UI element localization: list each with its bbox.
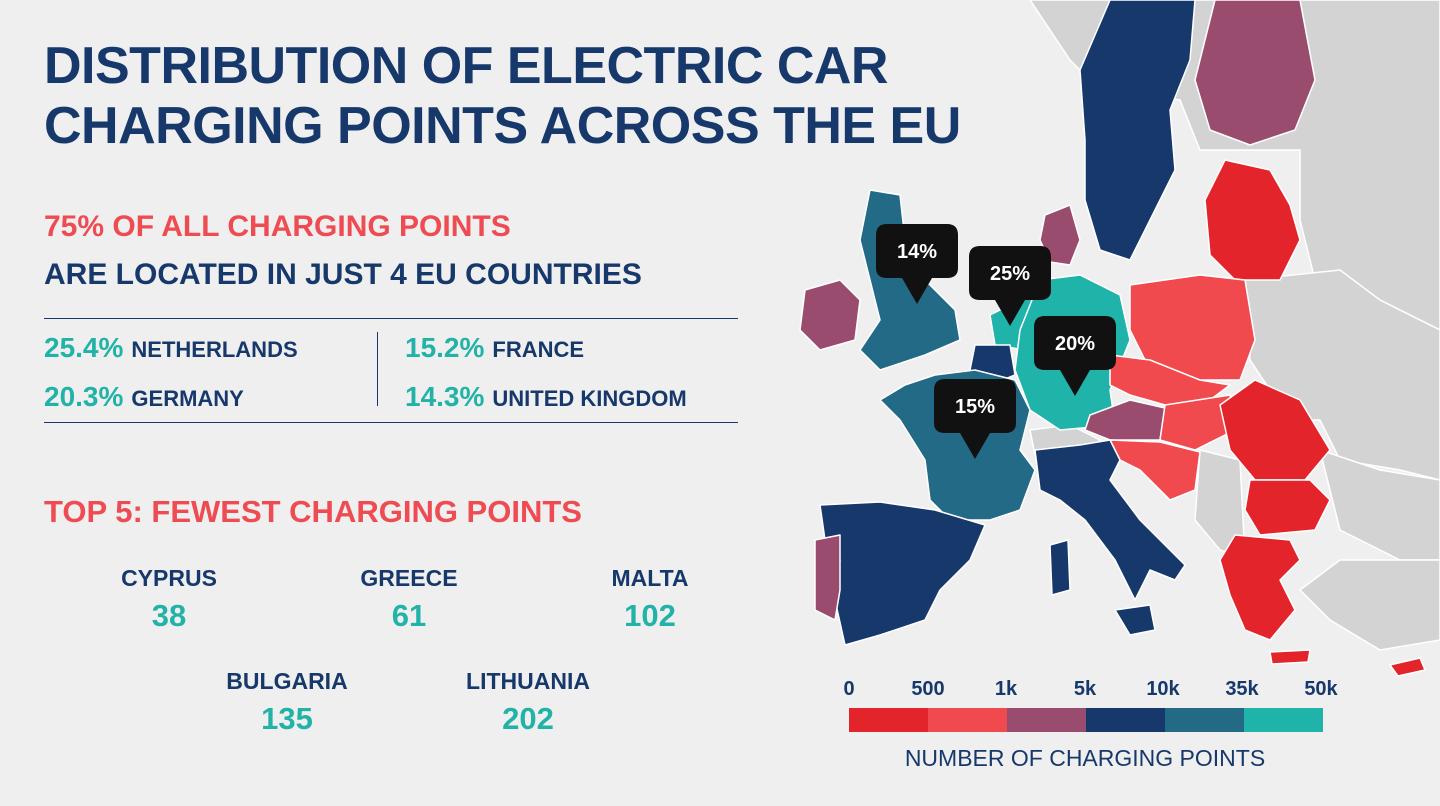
legend-swatch xyxy=(1007,708,1086,732)
fewest-item: BULGARIA 135 xyxy=(197,668,377,737)
share-percent: 20.3% xyxy=(44,381,124,412)
share-percent: 14.3% xyxy=(405,381,485,412)
title-line-2: CHARGING POINTS ACROSS THE EU xyxy=(44,97,961,155)
legend-caption: NUMBER OF CHARGING POINTS xyxy=(904,745,1266,771)
title-line-1: DISTRIBUTION OF ELECTRIC CAR xyxy=(44,37,888,95)
share-country: NETHERLANDS xyxy=(131,337,298,362)
share-percent: 15.2% xyxy=(405,332,485,363)
share-item: 14.3% UNITED KINGDOM xyxy=(405,381,687,413)
legend-swatch xyxy=(1244,708,1323,732)
map-region-denmark xyxy=(1039,204,1081,266)
callout-germany-label: 20% xyxy=(1055,333,1095,355)
divider-top xyxy=(44,318,738,319)
divider-vertical xyxy=(377,332,378,406)
fewest-country: LITHUANIA xyxy=(466,668,590,694)
map-region-crete xyxy=(1269,649,1311,665)
legend-swatch xyxy=(1086,708,1165,732)
legend-tick: 500 xyxy=(911,678,945,700)
europe-map xyxy=(799,0,1440,677)
map-region-baltics xyxy=(1204,159,1301,281)
map-region-italy xyxy=(1034,439,1186,601)
fewest-item: LITHUANIA 202 xyxy=(438,668,618,737)
map-region-greece xyxy=(1219,534,1301,641)
fewest-value: 61 xyxy=(391,598,427,633)
page-title: DISTRIBUTION OF ELECTRIC CAR CHARGING PO… xyxy=(44,36,961,156)
map-region-poland xyxy=(1129,274,1256,381)
legend-color-bar xyxy=(849,708,1323,732)
legend-tick: 35k xyxy=(1225,678,1259,700)
fewest-item: MALTA 102 xyxy=(560,565,740,634)
callout-germany-pin: 20% xyxy=(1034,316,1116,396)
legend-tick: 10k xyxy=(1146,678,1180,700)
fewest-value: 38 xyxy=(151,598,187,633)
map-region-hungary xyxy=(1159,394,1236,451)
share-country: GERMANY xyxy=(131,386,244,411)
map-region-bulgaria xyxy=(1244,479,1331,536)
fewest-country: MALTA xyxy=(611,565,689,591)
map-region-sweden xyxy=(1079,0,1196,261)
share-percent: 25.4% xyxy=(44,332,124,363)
share-country: FRANCE xyxy=(492,337,585,362)
fewest-country: BULGARIA xyxy=(226,668,348,694)
callout-france-pin: 15% xyxy=(934,379,1016,459)
fewest-value: 102 xyxy=(624,598,676,633)
map-region-finland xyxy=(1194,0,1316,146)
legend-swatch xyxy=(1165,708,1244,732)
legend-tick: 50k xyxy=(1304,678,1338,700)
callout-france-label: 15% xyxy=(955,396,995,418)
share-item: 25.4% NETHERLANDS xyxy=(44,332,298,364)
share-item: 15.2% FRANCE xyxy=(405,332,584,364)
map-region-croatia-slovenia xyxy=(1109,439,1201,501)
stat-subline: ARE LOCATED IN JUST 4 EU COUNTRIES xyxy=(44,258,642,291)
share-item: 20.3% GERMANY xyxy=(44,381,244,413)
map-region-cyprus xyxy=(1389,657,1426,677)
legend-tick: 0 xyxy=(843,678,855,700)
fewest-value: 202 xyxy=(502,701,554,736)
fewest-item: CYPRUS 38 xyxy=(79,565,259,634)
map-region-spain xyxy=(819,501,986,646)
callout-uk-pin: 14% xyxy=(876,224,958,304)
stat-headline: 75% OF ALL CHARGING POINTS xyxy=(44,210,511,243)
legend-tick: 5k xyxy=(1073,678,1097,700)
legend-tick: 1k xyxy=(994,678,1018,700)
fewest-item: GREECE 61 xyxy=(319,565,499,634)
map-region-portugal xyxy=(814,534,841,621)
divider-bottom xyxy=(44,422,738,423)
map-region-sardinia xyxy=(1049,539,1071,596)
share-country: UNITED KINGDOM xyxy=(492,386,687,411)
fewest-heading: TOP 5: FEWEST CHARGING POINTS xyxy=(44,494,582,529)
fewest-value: 135 xyxy=(261,701,313,736)
map-region-ireland xyxy=(799,279,861,351)
legend-swatch xyxy=(928,708,1007,732)
map-region-sicily xyxy=(1114,604,1156,636)
callout-uk-label: 14% xyxy=(897,241,937,263)
fewest-country: CYPRUS xyxy=(121,565,217,591)
legend-swatch xyxy=(849,708,928,732)
fewest-country: GREECE xyxy=(360,565,458,591)
map-region-romania xyxy=(1219,379,1331,481)
callout-netherlands-label: 25% xyxy=(990,263,1030,285)
callout-netherlands-pin: 25% xyxy=(969,246,1051,326)
